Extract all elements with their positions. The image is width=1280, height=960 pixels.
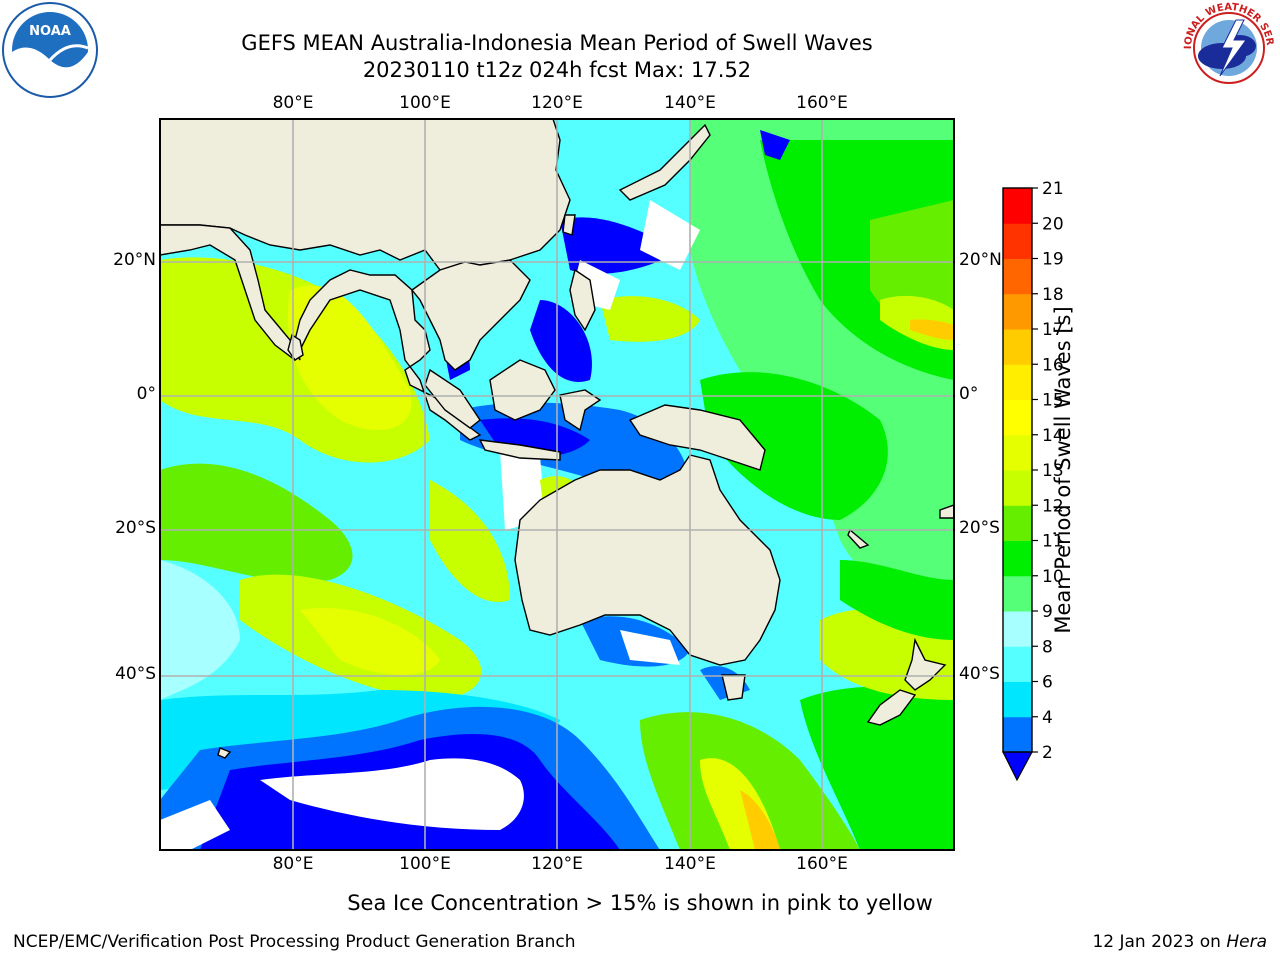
- japan: [618, 123, 711, 201]
- lon-label-top-80e: 80°E: [272, 93, 314, 113]
- new-zealand-north: [904, 637, 947, 691]
- colorbar-segment: [1003, 188, 1032, 224]
- colorbar-tick-label: 9: [1042, 602, 1053, 622]
- philippines: [569, 268, 596, 332]
- noaa-logo: NOAA: [2, 2, 98, 98]
- colorbar-segment: [1003, 399, 1032, 436]
- borneo: [489, 359, 556, 421]
- fiji: [939, 504, 954, 519]
- australia: [514, 454, 781, 666]
- asia-mainland: [160, 119, 571, 282]
- colorbar-tick-label: 20: [1042, 214, 1064, 234]
- colorbar-segment: [1003, 611, 1032, 647]
- colorbar-segment: [1003, 575, 1032, 612]
- lon-label-bottom-140e: 140°E: [664, 854, 716, 874]
- lat-label-left-20n: 20°N: [113, 250, 156, 270]
- footer-date: 12 Jan 2023 on: [1092, 932, 1227, 952]
- noaa-logo-text: NOAA: [29, 24, 71, 39]
- lon-label-top-160e: 160°E: [796, 93, 848, 113]
- lat-label-right-40s: 40°S: [959, 664, 1000, 684]
- colorbar-tick-label: 13: [1042, 461, 1064, 481]
- indochina: [410, 259, 531, 371]
- lon-label-bottom-120e: 120°E: [531, 854, 583, 874]
- colorbar-segment: [1003, 293, 1032, 330]
- colorbar-segment: [1003, 681, 1032, 718]
- colorbar-tick-label: 16: [1042, 355, 1064, 375]
- sulawesi: [559, 389, 602, 432]
- colorbar-tick-label: 11: [1042, 532, 1064, 552]
- colorbar-segment: [1003, 223, 1032, 259]
- colorbar-segment: [1003, 540, 1032, 577]
- colorbar-tick-label: 19: [1042, 250, 1064, 270]
- graticule: [160, 119, 954, 850]
- colorbar-tick-label: 15: [1042, 391, 1064, 411]
- footer-right: 12 Jan 2023 on Hera: [1092, 932, 1267, 952]
- footer-left: NCEP/EMC/Verification Post Processing Pr…: [13, 932, 576, 952]
- colorbar-under-arrow: [1002, 751, 1034, 782]
- colorbar-tick-label: 2: [1042, 743, 1053, 763]
- footer-host: Hera: [1226, 932, 1267, 952]
- colorbar-segments: [1003, 188, 1032, 753]
- colorbar-tick-label: 4: [1042, 708, 1053, 728]
- colorbar-tick-label: 12: [1042, 496, 1064, 516]
- new-zealand-south: [866, 689, 917, 726]
- colorbar-segment: [1003, 470, 1032, 506]
- kerguelen: [217, 747, 232, 759]
- lon-label-bottom-100e: 100°E: [399, 854, 451, 874]
- new-guinea: [628, 404, 766, 471]
- colorbar-label: Mean Period of Swell Waves [s]: [1051, 306, 1075, 634]
- colorbar-tick-label: 17: [1042, 320, 1064, 340]
- sri-lanka: [287, 333, 304, 361]
- new-caledonia: [847, 528, 870, 549]
- colorbar-segment: [1003, 505, 1032, 541]
- lat-label-right-20n: 20°N: [959, 250, 1002, 270]
- lat-label-right-0: 0°: [959, 384, 979, 404]
- map-frame: [159, 118, 955, 851]
- swell-field: [160, 119, 954, 850]
- java: [478, 439, 561, 461]
- lon-label-bottom-160e: 160°E: [796, 854, 848, 874]
- lon-label-top-140e: 140°E: [664, 93, 716, 113]
- lon-label-top-100e: 100°E: [399, 93, 451, 113]
- colorbar-tick-label: 21: [1042, 179, 1064, 199]
- taiwan: [562, 214, 576, 236]
- lat-label-right-20s: 20°S: [959, 518, 1000, 538]
- lat-label-left-0: 0°: [136, 384, 156, 404]
- land-masses: [160, 119, 954, 759]
- colorbar-tick-label: 14: [1042, 426, 1064, 446]
- colorbar-tick-label: 18: [1042, 285, 1064, 305]
- lat-label-left-20s: 20°S: [115, 518, 156, 538]
- colorbar-segment: [1003, 716, 1032, 753]
- colorbar-segment: [1003, 364, 1032, 400]
- tasmania: [721, 674, 746, 701]
- colorbar-segment: [1003, 646, 1032, 682]
- sea-ice-caption: Sea Ice Concentration > 15% is shown in …: [347, 891, 933, 915]
- colorbar-segment: [1003, 258, 1032, 295]
- lat-label-left-40s: 40°S: [115, 664, 156, 684]
- lon-label-bottom-80e: 80°E: [272, 854, 314, 874]
- chart-title-line1: GEFS MEAN Australia-Indonesia Mean Perio…: [241, 31, 873, 55]
- lon-label-top-120e: 120°E: [531, 93, 583, 113]
- colorbar-ticks: 2 4 6 8 9 10 11 12 13 14 15 16 17 18 19 20 21: [1032, 179, 1064, 763]
- chart-title-line2: 20230110 t12z 024h fcst Max: 17.52: [362, 58, 752, 82]
- colorbar-segment: [1003, 434, 1032, 471]
- colorbar-segment: [1003, 329, 1032, 365]
- colorbar-tick-label: 8: [1042, 637, 1053, 657]
- colorbar-tick-label: 10: [1042, 567, 1064, 587]
- colorbar-tick-label: 6: [1042, 673, 1053, 693]
